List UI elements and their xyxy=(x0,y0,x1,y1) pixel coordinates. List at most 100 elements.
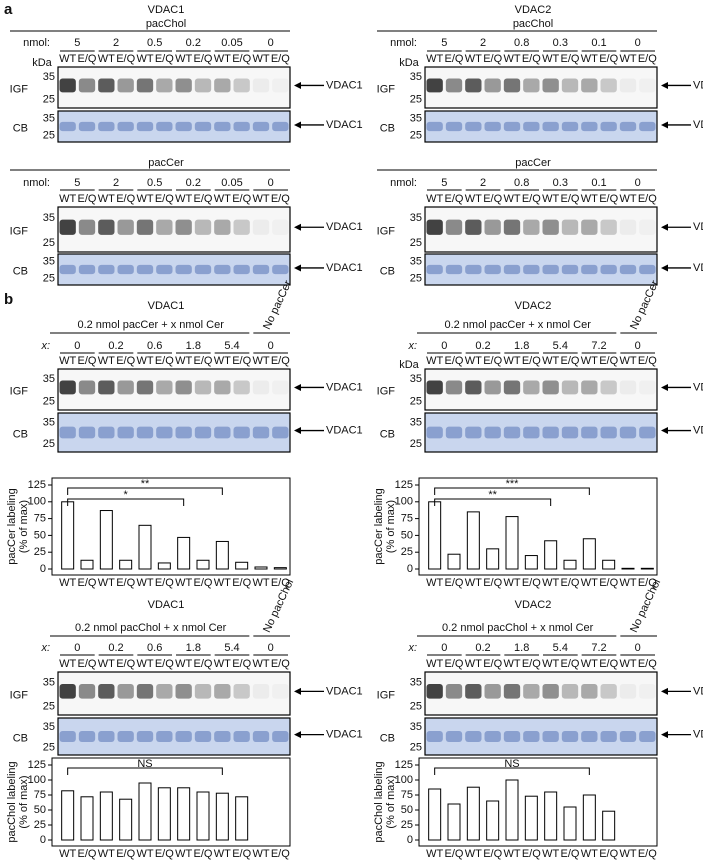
target-label: VDAC2 xyxy=(693,729,703,741)
lane-label: WT xyxy=(175,658,192,670)
band xyxy=(561,264,579,275)
group-title: VDAC1 xyxy=(148,599,185,611)
bar xyxy=(157,787,171,841)
y-tick-label: 25 xyxy=(401,546,413,558)
bar xyxy=(582,538,596,570)
band xyxy=(561,78,579,93)
x-tick-label: E/Q xyxy=(483,848,502,860)
band xyxy=(233,730,250,743)
amount: 0.8 xyxy=(514,37,529,49)
x-tick-label: E/Q xyxy=(78,848,97,860)
target-label: VDAC1 xyxy=(326,79,363,91)
band xyxy=(484,426,501,439)
x-tick-label: E/Q xyxy=(116,577,135,589)
y-axis-label: pacCer labeling xyxy=(6,488,18,564)
lane-label: E/Q xyxy=(445,355,464,367)
band xyxy=(639,426,656,439)
band xyxy=(156,730,173,743)
x-tick-label: WT xyxy=(542,848,559,860)
target-label: VDAC1 xyxy=(326,381,363,393)
significance-label: NS xyxy=(504,758,519,770)
band xyxy=(78,426,96,439)
band xyxy=(503,380,521,395)
band xyxy=(581,426,598,439)
lane-label: E/Q xyxy=(599,193,618,205)
lane-label: E/Q xyxy=(483,193,502,205)
y-axis-label: (% of max) xyxy=(385,775,397,828)
x-tick-label: E/Q xyxy=(599,848,618,860)
mw-marker: 25 xyxy=(43,273,55,285)
band xyxy=(233,78,250,93)
x-tick-label: WT xyxy=(59,848,76,860)
x-tick-label: WT xyxy=(136,848,153,860)
group-title: VDAC2 xyxy=(515,599,552,611)
band xyxy=(78,264,96,275)
y-tick-label: 100 xyxy=(395,496,413,508)
bar xyxy=(544,791,558,841)
amount: 5 xyxy=(441,177,447,189)
x-tick-label: WT xyxy=(581,848,598,860)
amount: 7.2 xyxy=(591,642,606,654)
arrow-head xyxy=(294,731,301,739)
blot xyxy=(424,206,658,253)
y-tick-label: 0 xyxy=(407,563,413,575)
mw-marker: 35 xyxy=(410,212,422,224)
lane-label: E/Q xyxy=(116,193,135,205)
blot-label: IGF xyxy=(377,83,396,95)
band xyxy=(503,730,521,743)
band xyxy=(117,730,134,743)
significance-label: NS xyxy=(137,758,152,770)
amount: 5.4 xyxy=(224,642,239,654)
band xyxy=(272,684,288,699)
band xyxy=(233,121,250,132)
target-label: VDAC2 xyxy=(693,79,703,91)
condition: 0.2 nmol pacCer + x nmol Cer xyxy=(77,319,224,331)
bar xyxy=(215,792,229,841)
amount: 0.1 xyxy=(591,37,606,49)
band xyxy=(561,219,579,235)
mw-marker: 25 xyxy=(410,396,422,408)
lane-label: E/Q xyxy=(522,193,541,205)
lane-label: E/Q xyxy=(522,355,541,367)
band xyxy=(561,684,579,699)
band xyxy=(561,426,579,439)
x-tick-label: WT xyxy=(465,848,482,860)
lane-label: WT xyxy=(465,355,482,367)
lane-label: WT xyxy=(542,658,559,670)
band xyxy=(78,121,96,132)
band xyxy=(156,380,173,395)
band xyxy=(639,380,655,394)
band xyxy=(156,264,173,275)
target-label: VDAC1 xyxy=(326,729,363,741)
blot-label: CB xyxy=(13,732,28,744)
band xyxy=(156,426,173,439)
bar xyxy=(582,794,596,841)
band xyxy=(484,684,501,699)
amount: 0.5 xyxy=(147,177,162,189)
mw-marker: 25 xyxy=(43,438,55,450)
significance-label: ** xyxy=(488,489,497,501)
band xyxy=(194,730,212,743)
band xyxy=(156,78,173,93)
bar xyxy=(428,501,442,570)
mw-marker: 35 xyxy=(43,721,55,733)
bar xyxy=(80,796,94,841)
x-tick-label: WT xyxy=(98,848,115,860)
lane-label: E/Q xyxy=(561,355,580,367)
amount: 0 xyxy=(268,642,274,654)
y-axis-label: pacChol labeling xyxy=(373,761,385,842)
band xyxy=(465,730,482,743)
bar xyxy=(177,536,191,570)
blot xyxy=(424,412,658,453)
chart-frame xyxy=(418,477,658,576)
band xyxy=(561,380,579,395)
blot xyxy=(424,110,658,143)
band xyxy=(581,219,598,235)
amount: 0.2 xyxy=(475,340,490,352)
band xyxy=(272,121,289,132)
bar xyxy=(602,559,616,570)
band xyxy=(523,78,540,93)
lane-label: E/Q xyxy=(599,355,618,367)
y-tick-label: 100 xyxy=(395,774,413,786)
band xyxy=(503,121,521,132)
